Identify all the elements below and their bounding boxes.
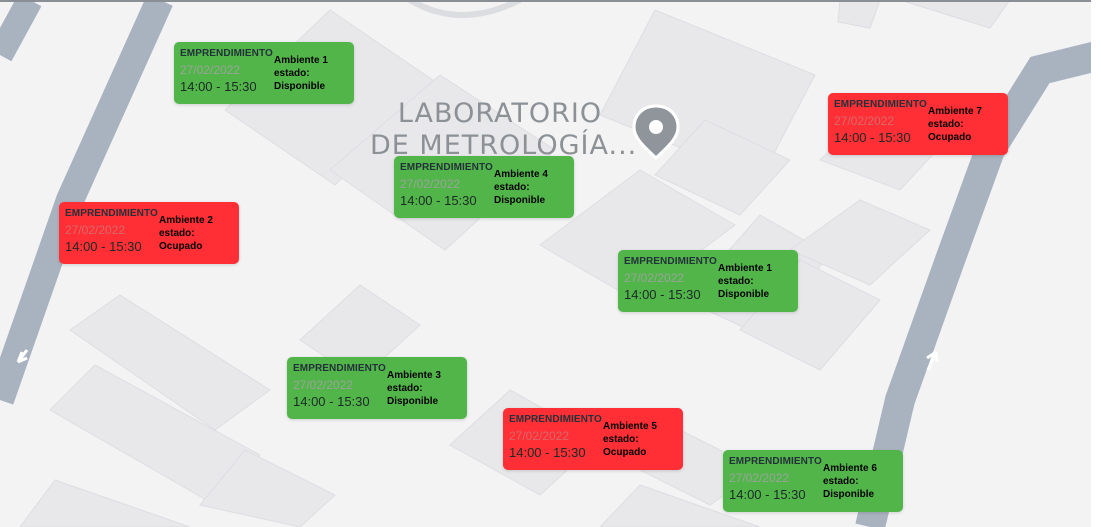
card-state: Ocupado	[159, 241, 203, 252]
building-block	[899, 0, 1011, 29]
building-block	[69, 294, 271, 431]
right-edge	[1091, 0, 1101, 527]
poi-label-line2: DE METROLOGÍA...	[370, 130, 638, 161]
card-time: 14:00 - 15:30	[180, 79, 257, 94]
card-category: EMPRENDIMIENTO	[293, 363, 386, 374]
card-state: Ocupado	[928, 132, 972, 143]
building-block	[199, 449, 336, 527]
card-date: 27/02/2022	[509, 429, 570, 443]
card-category: EMPRENDIMIENTO	[180, 48, 273, 59]
card-room: Ambiente 2	[159, 215, 213, 226]
card-state-label: estado:	[603, 434, 639, 445]
card-date: 27/02/2022	[400, 177, 461, 191]
card-time: 14:00 - 15:30	[834, 130, 911, 145]
card-category: EMPRENDIMIENTO	[834, 99, 927, 110]
building-block	[539, 169, 736, 301]
card-state-label: estado:	[274, 68, 310, 79]
building-block	[837, 0, 881, 29]
card-state-label: estado:	[823, 476, 859, 487]
card-time: 14:00 - 15:30	[729, 487, 806, 502]
card-date: 27/02/2022	[65, 223, 126, 237]
card-time: 14:00 - 15:30	[624, 287, 701, 302]
building-block	[19, 479, 191, 527]
card-state: Disponible	[718, 289, 770, 300]
location-pin-icon[interactable]	[630, 102, 682, 162]
reservation-card[interactable]: EMPRENDIMIENTO 27/02/2022 14:00 - 15:30 …	[828, 93, 1008, 155]
card-time: 14:00 - 15:30	[65, 239, 142, 254]
road	[0, 0, 42, 62]
card-state: Ocupado	[603, 447, 647, 458]
poi-label-line1: LABORATORIO	[397, 98, 603, 129]
card-room: Ambiente 1	[718, 263, 772, 274]
poi-label[interactable]: LABORATORIO DE METROLOGÍA...	[370, 98, 638, 162]
building-block	[599, 484, 761, 527]
building-block	[654, 119, 791, 216]
building-block	[49, 364, 261, 506]
reservation-card[interactable]: EMPRENDIMIENTO 27/02/2022 14:00 - 15:30 …	[59, 202, 239, 264]
card-date: 27/02/2022	[624, 271, 685, 285]
road-arrow-icon	[16, 349, 29, 364]
card-date: 27/02/2022	[293, 378, 354, 392]
card-room: Ambiente 4	[494, 169, 548, 180]
top-border	[0, 0, 1091, 2]
road	[408, 0, 522, 18]
card-room: Ambiente 1	[274, 55, 328, 66]
card-category: EMPRENDIMIENTO	[729, 456, 822, 467]
card-state-label: estado:	[494, 182, 530, 193]
card-state: Disponible	[823, 489, 875, 500]
card-state-label: estado:	[928, 119, 964, 130]
card-state: Disponible	[494, 195, 546, 206]
reservation-card[interactable]: EMPRENDIMIENTO 27/02/2022 14:00 - 15:30 …	[503, 408, 683, 470]
card-category: EMPRENDIMIENTO	[509, 414, 602, 425]
road-arrow-icon	[926, 350, 939, 371]
road	[0, 0, 173, 405]
card-date: 27/02/2022	[729, 471, 790, 485]
reservation-card[interactable]: EMPRENDIMIENTO 27/02/2022 14:00 - 15:30 …	[723, 450, 903, 512]
card-category: EMPRENDIMIENTO	[624, 256, 717, 267]
card-room: Ambiente 3	[387, 370, 441, 381]
card-date: 27/02/2022	[180, 63, 241, 77]
road	[855, 40, 1101, 527]
card-date: 27/02/2022	[834, 114, 895, 128]
card-state-label: estado:	[718, 276, 754, 287]
card-state-label: estado:	[387, 383, 423, 394]
card-time: 14:00 - 15:30	[509, 445, 586, 460]
card-state: Disponible	[274, 81, 326, 92]
card-room: Ambiente 7	[928, 106, 982, 117]
reservation-card[interactable]: EMPRENDIMIENTO 27/02/2022 14:00 - 15:30 …	[287, 357, 467, 419]
card-state-label: estado:	[159, 228, 195, 239]
reservation-card[interactable]: EMPRENDIMIENTO 27/02/2022 14:00 - 15:30 …	[394, 156, 574, 218]
reservation-card[interactable]: EMPRENDIMIENTO 27/02/2022 14:00 - 15:30 …	[174, 42, 354, 104]
card-room: Ambiente 6	[823, 463, 877, 474]
card-room: Ambiente 5	[603, 421, 657, 432]
card-category: EMPRENDIMIENTO	[400, 162, 493, 173]
card-category: EMPRENDIMIENTO	[65, 208, 158, 219]
building-block	[788, 199, 931, 286]
card-time: 14:00 - 15:30	[293, 394, 370, 409]
card-time: 14:00 - 15:30	[400, 193, 477, 208]
card-state: Disponible	[387, 396, 439, 407]
reservation-card[interactable]: EMPRENDIMIENTO 27/02/2022 14:00 - 15:30 …	[618, 250, 798, 312]
